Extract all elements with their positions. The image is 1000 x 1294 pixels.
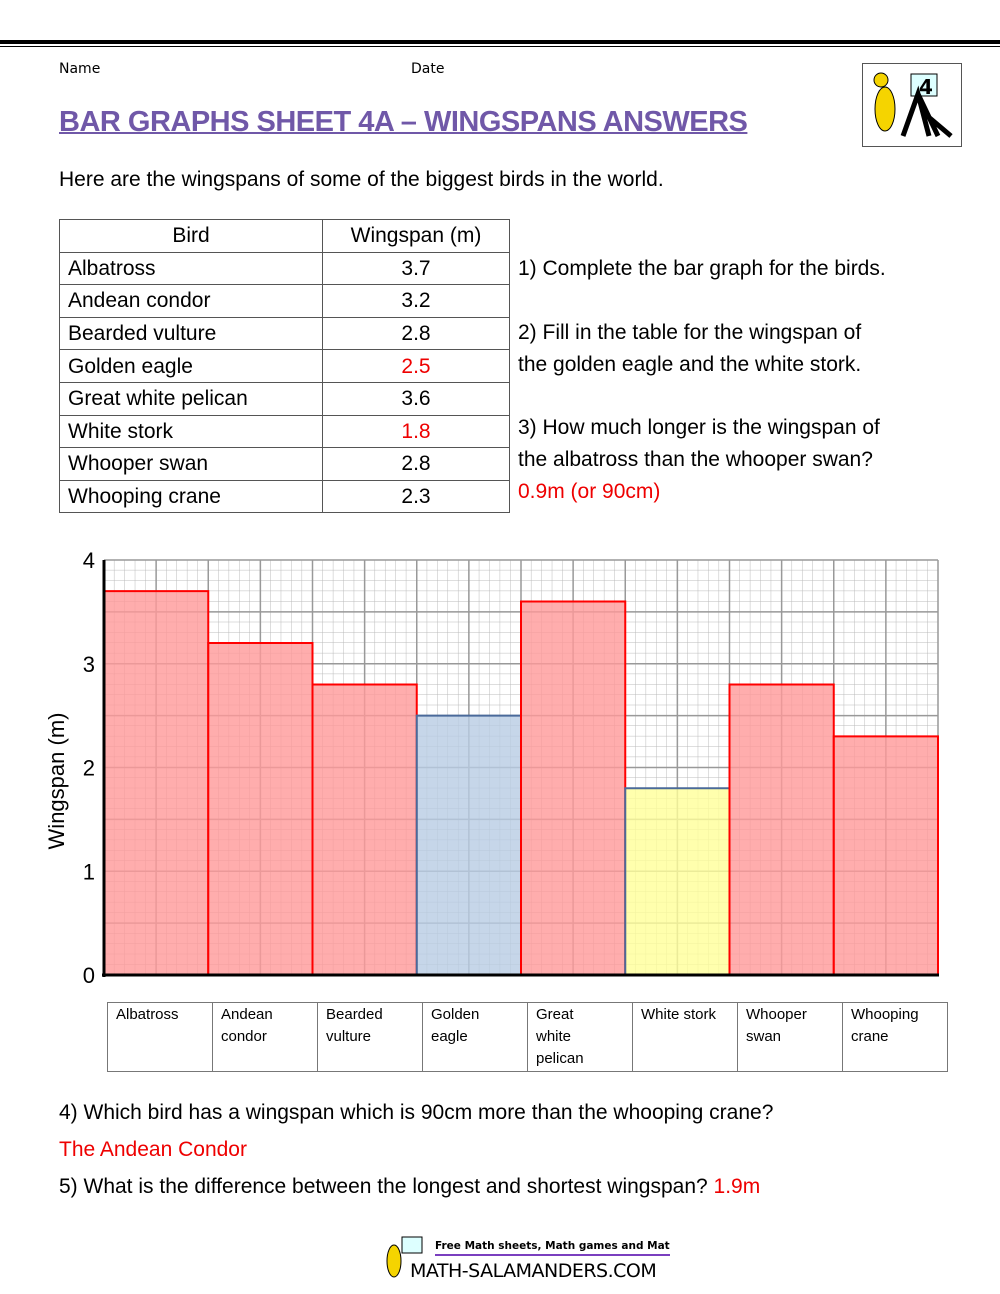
category-label-line: condor xyxy=(221,1028,267,1045)
bird-cell: Whooper swan xyxy=(59,447,323,481)
name-label: Name xyxy=(59,61,101,77)
question-5: 5) What is the difference between the lo… xyxy=(59,1171,760,1203)
salamander-logo: 4 xyxy=(862,63,962,147)
bar-whooper-swan xyxy=(728,683,835,976)
footer-site: MATH-SALAMANDERS.COM xyxy=(410,1260,656,1281)
y-tick-label: 2 xyxy=(83,756,95,781)
category-label-line: Whooper xyxy=(746,1006,807,1023)
category-label: White stork xyxy=(632,1002,738,1072)
wingspan-cell: 2.8 xyxy=(322,316,510,351)
top-rule-thin xyxy=(0,46,1000,47)
wingspan-answer-cell: 1.8 xyxy=(322,414,510,449)
wingspan-table: Bird Wingspan (m) Albatross 3.7 Andean con… xyxy=(59,219,510,514)
question-1: 1) Complete the bar graph for the birds. xyxy=(518,257,886,280)
answer-4: The Andean Condor xyxy=(59,1138,247,1161)
answer-3: 0.9m (or 90cm) xyxy=(518,480,661,503)
question-5-text: 5) What is the difference between the lo… xyxy=(59,1175,708,1198)
category-label-line: swan xyxy=(746,1028,782,1045)
wingspan-cell: 3.7 xyxy=(322,251,510,286)
category-label-line: vulture xyxy=(326,1028,372,1045)
y-tick-label: 0 xyxy=(83,963,95,988)
bar-andean-condor xyxy=(207,642,314,976)
bar-albatross xyxy=(103,590,210,976)
intro-text: Here are the wingspans of some of the bi… xyxy=(59,168,664,191)
category-label: Whooping crane xyxy=(842,1002,948,1072)
category-label: Albatross xyxy=(107,1002,213,1072)
category-label: Whooper swan xyxy=(737,1002,843,1072)
question-3-line2: the albatross than the whooper swan? xyxy=(518,448,873,471)
wingspan-cell: 2.3 xyxy=(322,479,510,514)
category-label-line: Great xyxy=(536,1006,574,1023)
category-label: Golden eagle xyxy=(422,1002,528,1072)
category-label: Andean condor xyxy=(212,1002,318,1072)
category-label-line: Whooping xyxy=(851,1006,919,1023)
category-label: Great white pelican xyxy=(527,1002,633,1072)
answer-5: 1.9m xyxy=(713,1175,761,1198)
category-label-line: white xyxy=(536,1028,572,1045)
footer-tagline: Free Math sheets, Math games and Math he… xyxy=(435,1240,670,1252)
bar-bearded-vulture xyxy=(311,683,418,976)
question-4: 4) Which bird has a wingspan which is 90… xyxy=(59,1101,774,1124)
page-title: BAR GRAPHS SHEET 4A – WINGSPANS ANSWERS xyxy=(59,106,748,138)
bar-white-stork xyxy=(624,787,731,976)
wingspan-cell: 2.8 xyxy=(322,447,510,481)
wingspan-cell: 3.6 xyxy=(322,381,510,416)
category-label-table: Albatross Andean condor Bearded vulture Golde… xyxy=(107,1002,948,1072)
y-tick-label: 3 xyxy=(83,652,95,677)
y-tick-label: 1 xyxy=(83,859,95,884)
bird-cell: Golden eagle xyxy=(59,349,323,383)
category-label-line: Andean xyxy=(221,1006,273,1023)
category-label-line: Albatross xyxy=(116,1006,179,1023)
bar-whooping-crane xyxy=(832,735,939,976)
category-label: Bearded vulture xyxy=(317,1002,423,1072)
category-label-line: crane xyxy=(851,1028,889,1045)
wingspan-cell: 3.2 xyxy=(322,284,510,318)
category-label-line: eagle xyxy=(431,1028,468,1045)
bird-cell: Albatross xyxy=(59,251,323,286)
date-label: Date xyxy=(411,61,445,77)
bar-great-white-pelican xyxy=(520,600,627,976)
bird-cell: Andean condor xyxy=(59,284,323,318)
category-label-line: Bearded xyxy=(326,1006,383,1023)
wingspan-bar-chart: 0 1 2 3 4 Wingspan (m) xyxy=(44,548,939,988)
y-tick-label: 4 xyxy=(83,548,95,573)
y-axis-label: Wingspan (m) xyxy=(44,713,69,850)
bird-cell: Great white pelican xyxy=(59,381,323,416)
category-label-line: White stork xyxy=(641,1006,717,1023)
wingspan-answer-cell: 2.5 xyxy=(322,349,510,383)
question-3-line1: 3) How much longer is the wingspan of xyxy=(518,416,880,439)
header-wingspan: Wingspan (m) xyxy=(322,219,510,253)
bird-cell: Bearded vulture xyxy=(59,316,323,351)
header-bird: Bird xyxy=(59,219,323,253)
category-label-line: Golden xyxy=(431,1006,480,1023)
category-label-line: pelican xyxy=(536,1050,584,1067)
question-2-line1: 2) Fill in the table for the wingspan of xyxy=(518,321,862,344)
logo-number: 4 xyxy=(919,75,933,99)
top-rule xyxy=(0,40,1000,44)
bird-cell: Whooping crane xyxy=(59,479,323,514)
bar-golden-eagle xyxy=(415,714,522,976)
question-2-line2: the golden eagle and the white stork. xyxy=(518,353,862,376)
bird-cell: White stork xyxy=(59,414,323,449)
footer-logo: Free Math sheets, Math games and Math he… xyxy=(380,1235,707,1282)
